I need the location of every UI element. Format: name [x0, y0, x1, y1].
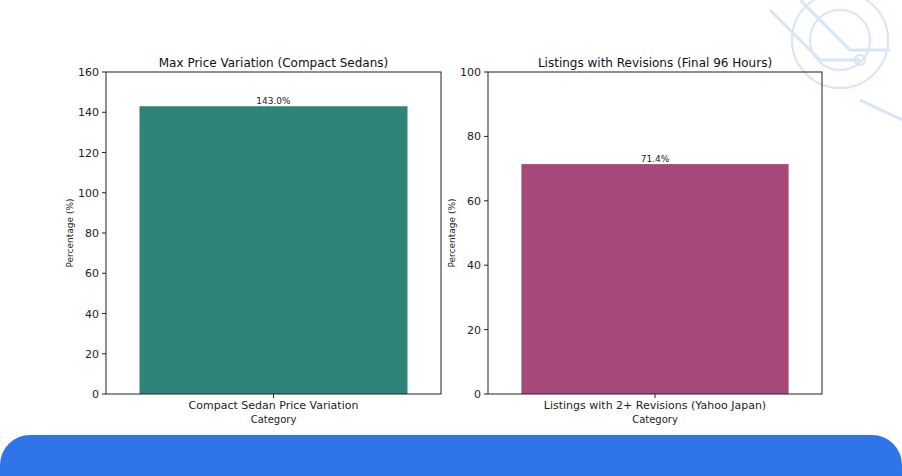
y-tick-label: 100: [78, 187, 99, 200]
bar: [140, 106, 408, 394]
x-axis-title: Category: [632, 414, 678, 425]
y-tick: [102, 273, 106, 274]
y-tick: [102, 152, 106, 153]
frame: [106, 72, 441, 394]
y-tick: [102, 233, 106, 234]
y-axis-title: Percentage (%): [65, 198, 75, 267]
y-tick-label: 80: [467, 130, 481, 143]
x-tick-label: Compact Sedan Price Variation: [189, 399, 359, 412]
bars: [140, 106, 408, 394]
y-tick-label: 100: [460, 66, 481, 79]
y-tick: [484, 265, 488, 266]
y-tick: [102, 192, 106, 193]
y-tick-label: 60: [467, 195, 481, 208]
y-tick: [102, 112, 106, 113]
y-tick-label: 0: [92, 388, 99, 401]
y-tick-label: 0: [474, 388, 481, 401]
y-tick: [484, 329, 488, 330]
y-tick: [102, 394, 106, 395]
frame: [488, 72, 822, 394]
bars: [521, 164, 788, 394]
y-tick-label: 120: [78, 147, 99, 160]
y-tick-label: 40: [85, 308, 99, 321]
y-tick-label: 60: [85, 267, 99, 280]
bar: [521, 164, 788, 394]
y-tick: [484, 136, 488, 137]
x-axis-title: Category: [251, 414, 297, 425]
y-axis-title: Percentage (%): [447, 198, 457, 267]
y-tick: [484, 200, 488, 201]
decor-lines: [770, 0, 902, 120]
y-tick: [102, 72, 106, 73]
y-tick-label: 20: [85, 348, 99, 361]
y-tick-label: 40: [467, 259, 481, 272]
data-label: 71.4%: [641, 154, 670, 164]
panel: 0 20 40 60 80 100 120 140 160 Compact Sedan Price…: [65, 56, 441, 425]
bottom-band: [0, 435, 902, 476]
canvas: 0 20 40 60 80 100 120 140 160 Compact Sedan Price…: [0, 0, 902, 476]
decor-dot: [855, 55, 865, 65]
y-tick: [102, 313, 106, 314]
y-tick: [102, 353, 106, 354]
y-tick: [484, 72, 488, 73]
x-tick: [273, 394, 274, 398]
y-tick-label: 160: [78, 66, 99, 79]
decor-circle: [792, 0, 888, 88]
decoration: [770, 0, 902, 120]
y-tick-label: 80: [85, 227, 99, 240]
y-tick: [484, 394, 488, 395]
x-tick: [655, 394, 656, 398]
x-tick-label: Listings with 2+ Revisions (Yahoo Japan): [544, 399, 766, 412]
title: Max Price Variation (Compact Sedans): [159, 56, 388, 70]
y-tick-label: 140: [78, 106, 99, 119]
panel: 0 20 40 60 80 100 Listings with 2+ Revisions (…: [447, 56, 822, 425]
data-label: 143.0%: [256, 96, 291, 106]
y-tick-label: 20: [467, 324, 481, 337]
title: Listings with Revisions (Final 96 Hours): [538, 56, 772, 70]
